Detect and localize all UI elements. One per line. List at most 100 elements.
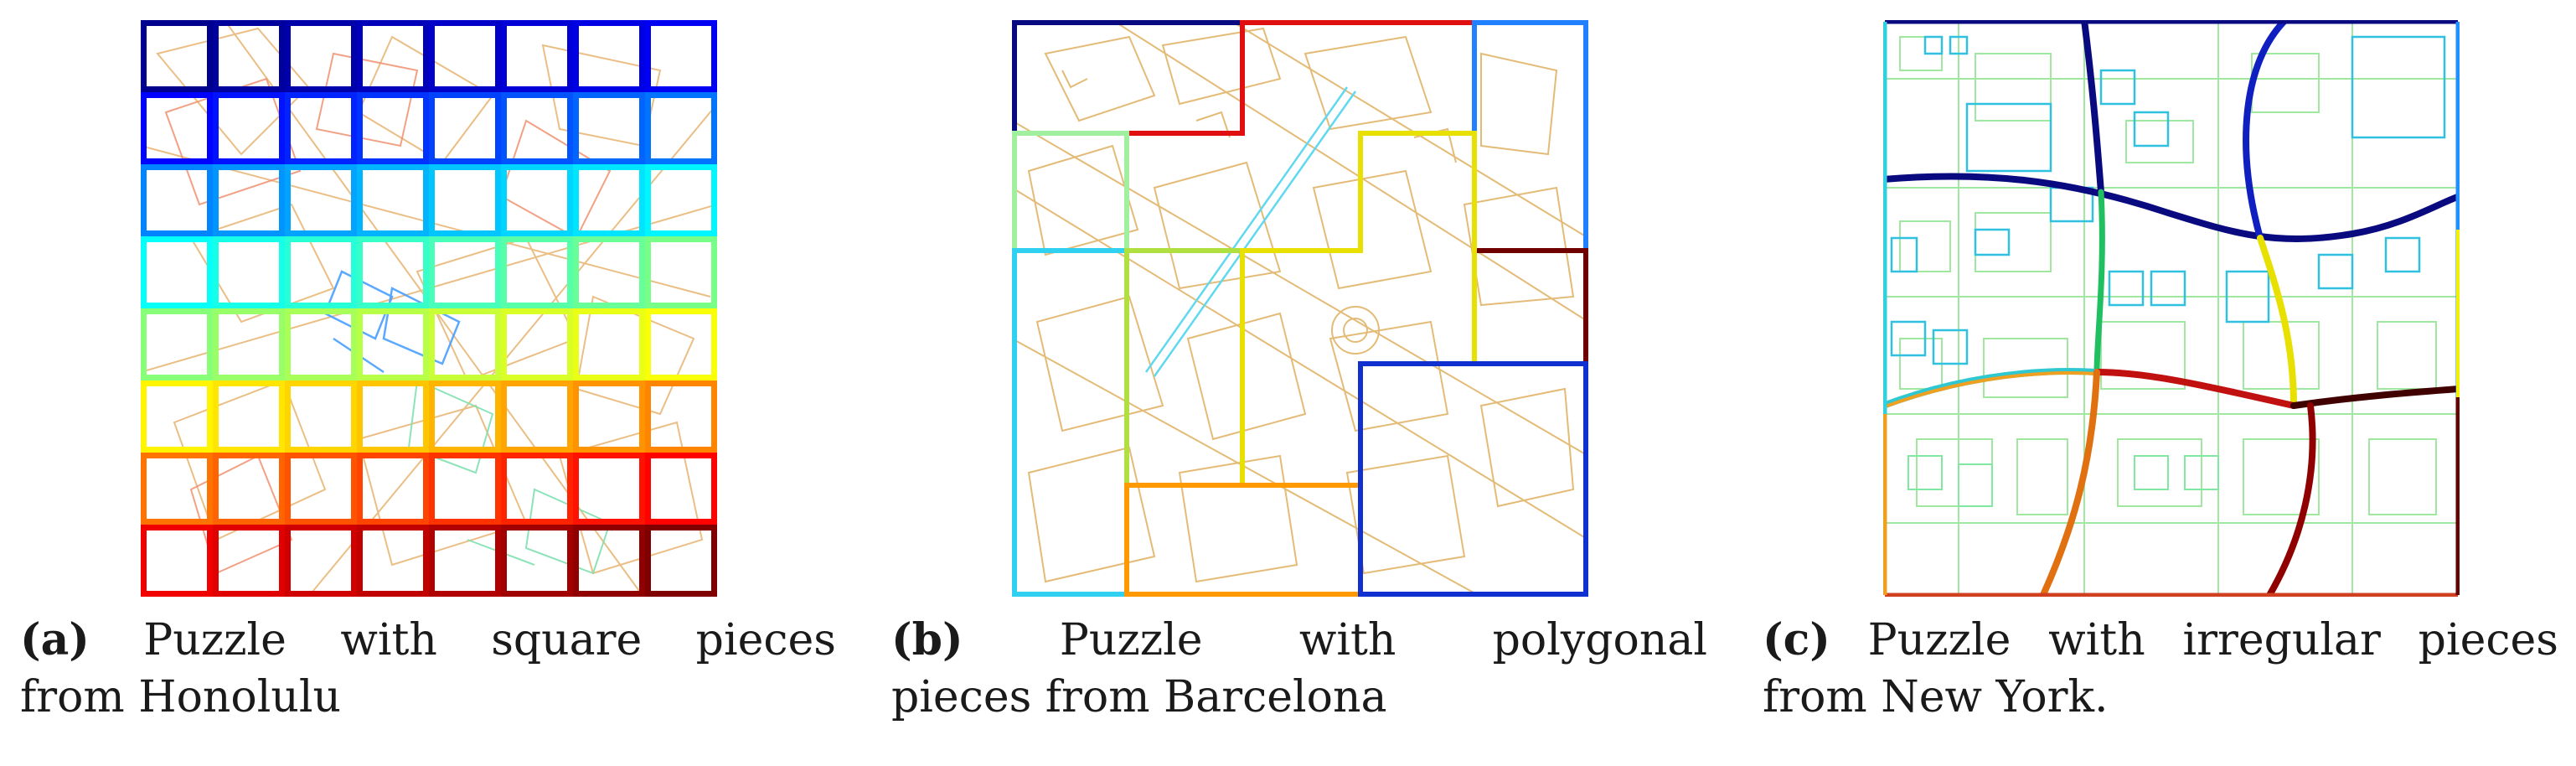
square-piece [141, 453, 213, 525]
square-piece [645, 236, 717, 308]
cut-line [2081, 20, 2104, 195]
caption-line2: from Honolulu [20, 672, 341, 722]
caption-word: Puzzle [143, 615, 287, 665]
square-piece [141, 92, 213, 164]
caption-word: polygonal [1492, 615, 1707, 665]
square-piece [429, 20, 501, 92]
square-piece [573, 236, 645, 308]
cut-line [2265, 402, 2316, 597]
square-piece [285, 164, 357, 236]
square-piece [213, 525, 285, 597]
square-piece [501, 380, 573, 453]
square-piece [285, 453, 357, 525]
square-piece [573, 380, 645, 453]
square-piece [357, 453, 429, 525]
cut-line [2243, 20, 2289, 241]
square-piece [357, 308, 429, 380]
square-piece [141, 308, 213, 380]
square-piece [573, 308, 645, 380]
square-piece [357, 525, 429, 597]
square-piece [501, 236, 573, 308]
square-piece [213, 308, 285, 380]
square-piece [285, 380, 357, 453]
square-piece [357, 20, 429, 92]
square-piece [429, 164, 501, 236]
caption-word: square [491, 615, 643, 665]
cut-line [2093, 369, 2297, 409]
square-piece [285, 20, 357, 92]
square-piece [285, 525, 357, 597]
caption-word: pieces [695, 615, 836, 665]
caption-word: with [340, 615, 437, 665]
square-piece [501, 525, 573, 597]
square-piece [573, 453, 645, 525]
panel-c: (c) Puzzle with irregular pieces from Ne… [1742, 0, 2576, 766]
square-piece [501, 164, 573, 236]
caption-word: irregular [2182, 615, 2381, 665]
panel-b: (b) Puzzle with polygonal pieces from Ba… [871, 0, 1726, 766]
square-piece [141, 20, 213, 92]
caption-word: Puzzle [1867, 615, 2011, 665]
caption-a: (a) Puzzle with square pieces from Honol… [20, 612, 836, 726]
square-piece [429, 236, 501, 308]
square-piece [645, 453, 717, 525]
square-piece [573, 20, 645, 92]
square-piece [213, 453, 285, 525]
square-piece [141, 236, 213, 308]
square-piece [573, 92, 645, 164]
square-piece [429, 92, 501, 164]
caption-word: with [2048, 615, 2145, 665]
square-piece [213, 380, 285, 453]
square-piece [501, 20, 573, 92]
square-piece [213, 20, 285, 92]
square-piece [645, 164, 717, 236]
square-piece [501, 92, 573, 164]
square-piece [645, 20, 717, 92]
caption-tag: (c) [1763, 614, 1830, 665]
caption-c: (c) Puzzle with irregular pieces from Ne… [1763, 612, 2558, 726]
square-piece [357, 236, 429, 308]
square-piece [429, 380, 501, 453]
square-piece [285, 308, 357, 380]
caption-word: Puzzle [1059, 615, 1203, 665]
cut-line [2290, 386, 2460, 409]
piece-outline [1358, 361, 1588, 597]
square-piece [285, 236, 357, 308]
square-piece [429, 453, 501, 525]
caption-line2: from New York. [1763, 672, 2109, 722]
square-piece [645, 308, 717, 380]
square-piece [645, 380, 717, 453]
puzzle-polygonal-image [1012, 20, 1588, 597]
square-piece [213, 164, 285, 236]
square-piece [285, 92, 357, 164]
caption-b: (b) Puzzle with polygonal pieces from Ba… [891, 612, 1707, 726]
square-piece [357, 380, 429, 453]
caption-tag: (a) [20, 614, 90, 665]
cut-line [2093, 189, 2105, 375]
cut-line [1883, 371, 2098, 409]
cut-line [2039, 369, 2100, 597]
square-piece [429, 308, 501, 380]
square-piece [645, 92, 717, 164]
square-piece [357, 164, 429, 236]
cut-line [2257, 235, 2297, 409]
caption-word: with [1298, 615, 1396, 665]
caption-word: pieces [2418, 615, 2558, 665]
square-piece [141, 525, 213, 597]
puzzle-irregular-image [1883, 20, 2460, 597]
square-piece [573, 164, 645, 236]
square-piece [501, 453, 573, 525]
square-piece [357, 92, 429, 164]
square-piece [213, 236, 285, 308]
cut-line [1883, 173, 2460, 242]
caption-tag: (b) [891, 614, 963, 665]
caption-line2: pieces from Barcelona [891, 672, 1387, 722]
square-piece [645, 525, 717, 597]
square-piece [501, 308, 573, 380]
square-piece [573, 525, 645, 597]
square-piece [429, 525, 501, 597]
square-piece [141, 380, 213, 453]
panel-a: (a) Puzzle with square pieces from Honol… [0, 0, 854, 766]
puzzle-square-image [141, 20, 717, 597]
square-piece [213, 92, 285, 164]
